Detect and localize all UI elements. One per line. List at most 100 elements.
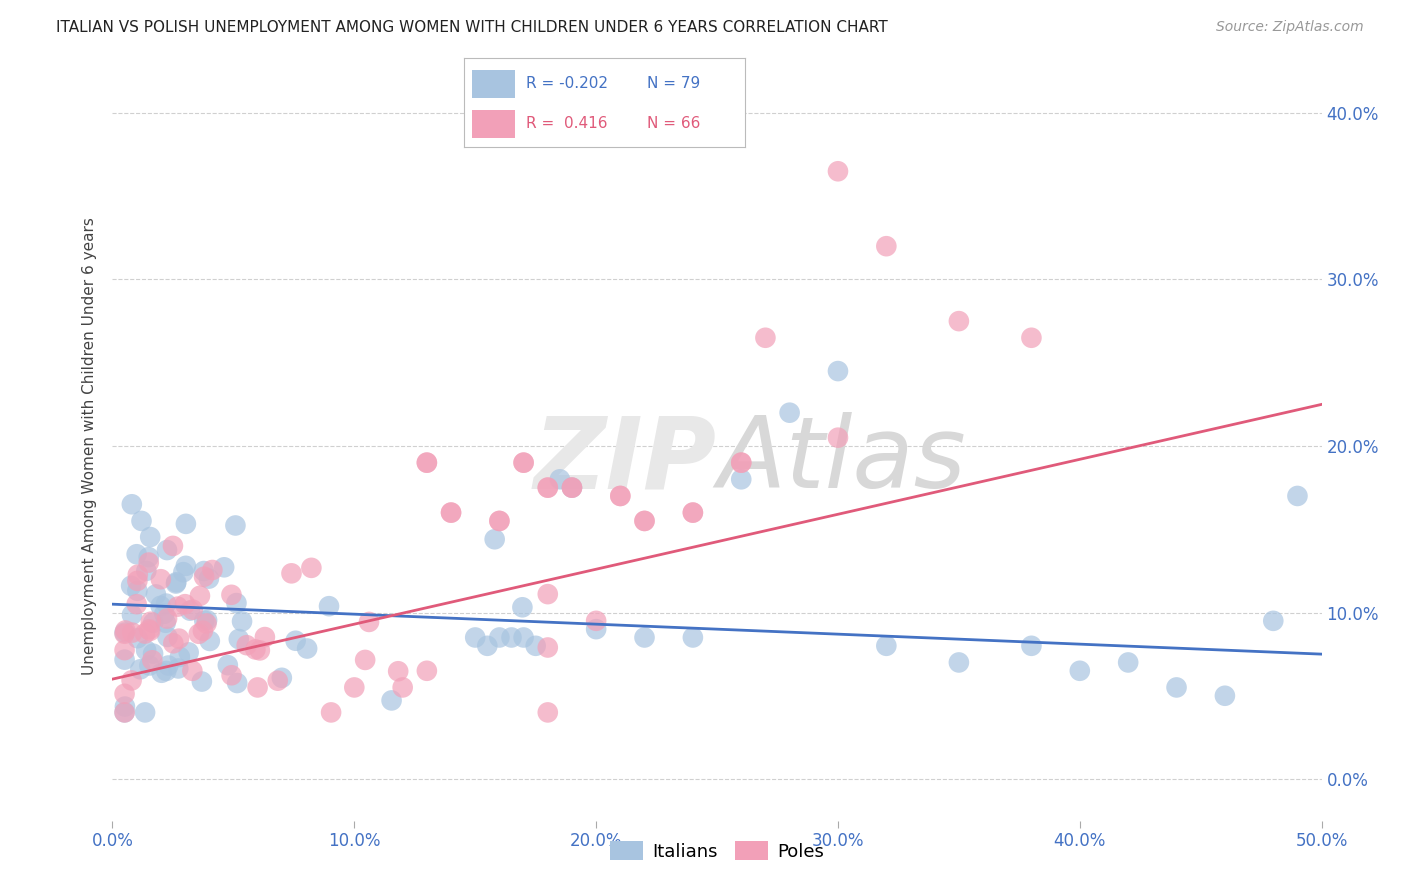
Point — [129, 662, 152, 676]
Point — [121, 607, 143, 622]
Point — [162, 539, 184, 553]
Point — [188, 589, 211, 603]
Point — [125, 597, 148, 611]
Point — [488, 514, 510, 528]
Point — [270, 671, 292, 685]
Point — [139, 615, 162, 629]
Point — [114, 626, 136, 640]
Point — [174, 558, 197, 573]
Point — [127, 567, 149, 582]
Point — [121, 673, 143, 688]
Point — [135, 643, 157, 657]
Point — [827, 164, 849, 178]
Point — [221, 588, 243, 602]
Bar — [472, 70, 515, 98]
Point — [1213, 689, 1236, 703]
Point — [198, 634, 221, 648]
Text: R = -0.202: R = -0.202 — [526, 77, 607, 91]
Point — [114, 653, 136, 667]
Point — [114, 699, 136, 714]
Point — [440, 506, 463, 520]
Point — [195, 616, 218, 631]
Point — [633, 514, 655, 528]
Point — [228, 632, 250, 646]
Point — [127, 574, 149, 588]
Point — [561, 481, 583, 495]
Point — [155, 615, 177, 630]
Text: ITALIAN VS POLISH UNEMPLOYMENT AMONG WOMEN WITH CHILDREN UNDER 6 YEARS CORRELATI: ITALIAN VS POLISH UNEMPLOYMENT AMONG WOM… — [56, 20, 889, 35]
Point — [1116, 656, 1139, 670]
Point — [524, 639, 547, 653]
Point — [948, 314, 970, 328]
Text: N = 66: N = 66 — [647, 116, 700, 131]
Point — [284, 633, 307, 648]
Point — [131, 514, 153, 528]
Point — [225, 596, 247, 610]
Point — [149, 572, 172, 586]
Y-axis label: Unemployment Among Women with Children Under 6 years: Unemployment Among Women with Children U… — [82, 217, 97, 675]
Point — [299, 561, 322, 575]
Point — [156, 612, 179, 626]
Point — [488, 631, 510, 645]
Text: N = 79: N = 79 — [647, 77, 700, 91]
Point — [181, 603, 204, 617]
Point — [157, 658, 180, 673]
Point — [155, 664, 177, 678]
Bar — [472, 110, 515, 138]
Point — [139, 624, 162, 638]
Point — [464, 631, 486, 645]
Point — [231, 615, 253, 629]
Point — [212, 560, 235, 574]
Point — [245, 642, 267, 657]
Point — [875, 639, 897, 653]
Point — [633, 631, 655, 645]
Point — [172, 565, 194, 579]
Point — [948, 656, 970, 670]
Point — [174, 597, 197, 611]
Point — [295, 641, 318, 656]
Text: ZIP: ZIP — [534, 412, 717, 509]
Point — [537, 481, 560, 495]
Point — [354, 653, 377, 667]
Point — [226, 676, 249, 690]
Point — [267, 673, 290, 688]
Point — [501, 631, 523, 645]
Point — [174, 516, 197, 531]
Point — [114, 624, 136, 638]
Point — [156, 543, 179, 558]
Point — [253, 630, 276, 644]
Point — [138, 658, 160, 673]
Point — [145, 587, 167, 601]
Point — [165, 575, 187, 590]
Point — [1263, 614, 1285, 628]
Point — [585, 622, 607, 636]
Point — [512, 631, 534, 645]
Point — [1166, 681, 1188, 695]
Point — [221, 668, 243, 682]
Point — [1021, 331, 1043, 345]
Point — [440, 506, 463, 520]
Point — [121, 497, 143, 511]
Point — [156, 630, 179, 644]
Point — [537, 706, 560, 720]
Point — [155, 597, 177, 611]
Point — [138, 550, 160, 565]
Point — [537, 481, 560, 495]
Point — [224, 518, 246, 533]
Text: Atlas: Atlas — [717, 412, 966, 509]
Point — [138, 556, 160, 570]
Point — [135, 564, 157, 578]
Point — [201, 563, 224, 577]
Point — [512, 456, 534, 470]
Point — [167, 632, 190, 646]
Point — [235, 638, 257, 652]
Point — [120, 579, 142, 593]
Point — [150, 665, 173, 680]
Point — [548, 472, 571, 486]
Point — [193, 570, 215, 584]
Point — [153, 607, 176, 621]
Point — [381, 693, 404, 707]
Point — [114, 687, 136, 701]
Point — [779, 406, 801, 420]
Point — [114, 625, 136, 640]
